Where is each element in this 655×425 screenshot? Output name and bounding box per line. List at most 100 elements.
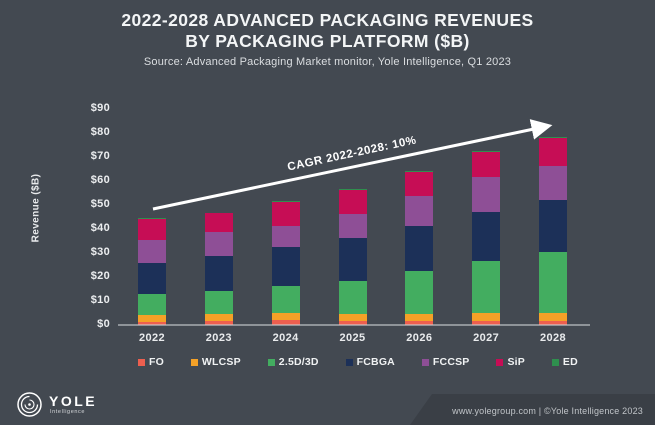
- bar-segment-fcbga-2023: [204, 255, 233, 291]
- legend-item-fo: FO: [138, 356, 164, 368]
- y-axis-tick-label: $30: [90, 246, 110, 258]
- legend-swatch-2-5d-3d: [267, 358, 275, 366]
- bar-segment-fo-2027: [472, 320, 501, 325]
- chart-legend: FO WLCSP 2.5D/3D FCBGA FCCSP SiP ED: [138, 356, 578, 368]
- y-axis-title-text: Revenue ($B): [30, 173, 42, 243]
- bar-segment-2-5d-3d-2027: [472, 260, 501, 313]
- x-axis-line: [118, 324, 590, 326]
- bar-segment-wlcsp-2022: [138, 315, 166, 323]
- y-axis-tick-label: $60: [90, 174, 110, 186]
- legend-item-fcbga: FCBGA: [345, 356, 395, 368]
- legend-swatch-wlcsp: [190, 358, 198, 366]
- x-axis-label-2027: 2027: [473, 332, 500, 344]
- bar-segment-sip-2025: [338, 189, 367, 214]
- bar-segment-fccsp-2027: [472, 177, 501, 212]
- x-axis-label-2023: 2023: [205, 332, 232, 344]
- x-axis-label-2022: 2022: [138, 332, 166, 344]
- bar-segment-ed-2028: [539, 136, 567, 138]
- bar-segment-wlcsp-2028: [539, 312, 567, 322]
- bar-segment-sip-2026: [405, 171, 434, 197]
- legend-label-wlcsp: WLCSP: [201, 356, 241, 368]
- legend-swatch-fccsp: [421, 358, 429, 366]
- legend-item-wlcsp: WLCSP: [190, 356, 241, 368]
- y-axis-tick-label: $0: [97, 318, 110, 330]
- bar-2026: [405, 171, 434, 325]
- bar-segment-fccsp-2025: [338, 213, 367, 238]
- bar-segment-fccsp-2024: [271, 225, 300, 247]
- legend-swatch-fo: [138, 358, 145, 366]
- bar-segment-fcbga-2026: [405, 225, 434, 271]
- legend-label-fcbga: FCBGA: [356, 356, 395, 368]
- bar-segment-fcbga-2025: [338, 237, 367, 281]
- bar-segment-fo-2026: [405, 321, 434, 325]
- y-axis-tick-label: $20: [90, 270, 110, 282]
- bar-segment-sip-2022: [138, 218, 166, 240]
- y-axis-tick-label: $80: [90, 126, 110, 138]
- yole-logo-name: YOLE: [49, 392, 98, 409]
- legend-swatch-fcbga: [345, 358, 353, 366]
- copyright-text: www.yolegroup.com | ©Yole Intelligence 2…: [452, 406, 643, 416]
- legend-item-sip: SiP: [496, 356, 525, 368]
- bar-segment-2-5d-3d-2024: [271, 285, 300, 314]
- yole-logo-text-block: YOLE Intelligence: [49, 394, 97, 416]
- x-axis-label-2026: 2026: [406, 332, 433, 344]
- yole-logo-subtext: Intelligence: [50, 408, 86, 415]
- legend-swatch-ed: [551, 358, 559, 366]
- y-axis-tick-label: $10: [90, 294, 110, 306]
- source-note: Source: Advanced Packaging Market monito…: [143, 56, 512, 68]
- bar-segment-fccsp-2022: [138, 239, 166, 263]
- bar-segment-wlcsp-2023: [204, 314, 233, 322]
- bar-2022: [138, 218, 166, 325]
- legend-label-2-5d-3d: 2.5D/3D: [278, 356, 319, 368]
- page-title-line1: 2022-2028 ADVANCED PACKAGING REVENUES: [121, 10, 534, 30]
- bar-segment-wlcsp-2026: [405, 314, 434, 322]
- bar-segment-sip-2028: [539, 137, 567, 166]
- bar-segment-2-5d-3d-2028: [539, 252, 567, 313]
- y-axis-tick-label: $70: [90, 150, 110, 162]
- y-axis-tick-label: $40: [90, 222, 110, 234]
- bar-segment-fcbga-2022: [138, 262, 166, 295]
- legend-item-2-5d-3d: 2.5D/3D: [267, 356, 319, 368]
- page-title-line2: BY PACKAGING PLATFORM ($B): [185, 31, 470, 51]
- legend-swatch-sip: [496, 358, 504, 366]
- bar-segment-sip-2027: [472, 152, 501, 178]
- x-axis-label-2028: 2028: [539, 332, 567, 344]
- bar-segment-fcbga-2028: [539, 199, 567, 253]
- bar-segment-2-5d-3d-2022: [138, 294, 166, 316]
- bar-segment-fcbga-2024: [271, 246, 300, 286]
- legend-label-ed: ED: [562, 356, 578, 368]
- y-axis-tick-label: $90: [90, 102, 110, 114]
- bar-segment-2-5d-3d-2023: [204, 290, 233, 315]
- header: 2022-2028 ADVANCED PACKAGING REVENUES BY…: [0, 10, 655, 68]
- legend-item-fccsp: FCCSP: [421, 356, 470, 368]
- bar-segment-wlcsp-2025: [338, 313, 367, 321]
- bar-2027: [472, 151, 501, 325]
- yole-logo: YOLE Intelligence: [16, 391, 97, 418]
- yole-logo-icon: [17, 392, 42, 417]
- bar-segment-2-5d-3d-2025: [338, 280, 367, 314]
- bar-2023: [204, 212, 233, 325]
- bar-segment-sip-2023: [204, 212, 233, 233]
- legend-label-sip: SiP: [507, 356, 525, 368]
- bar-segment-2-5d-3d-2026: [405, 270, 434, 315]
- bar-segment-fo-2028: [539, 321, 567, 325]
- bar-segment-fo-2024: [271, 320, 300, 325]
- bar-segment-wlcsp-2027: [472, 312, 501, 321]
- bar-segment-fccsp-2026: [405, 196, 434, 226]
- bar-segment-sip-2024: [271, 201, 300, 226]
- legend-label-fccsp: FCCSP: [432, 356, 470, 368]
- y-axis-tick-label: $50: [90, 198, 110, 210]
- bar-segment-wlcsp-2024: [271, 313, 300, 321]
- bar-segment-fccsp-2023: [204, 232, 233, 256]
- legend-label-fo: FO: [149, 356, 164, 368]
- bar-2028: [539, 136, 567, 325]
- bar-segment-fo-2022: [138, 322, 166, 325]
- x-axis-label-2025: 2025: [339, 332, 366, 344]
- bar-2024: [271, 201, 300, 325]
- bar-segment-fo-2025: [338, 320, 367, 325]
- bar-segment-fcbga-2027: [472, 211, 501, 261]
- bar-segment-fccsp-2028: [539, 165, 567, 200]
- legend-item-ed: ED: [551, 356, 578, 368]
